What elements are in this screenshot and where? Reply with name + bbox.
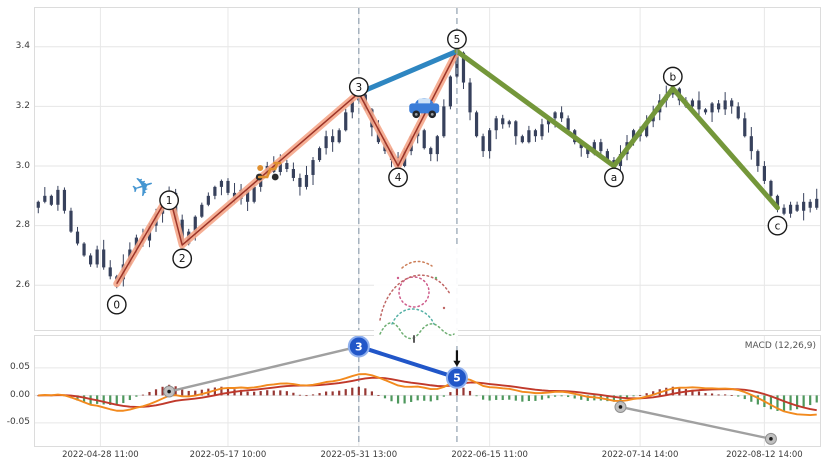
svg-text:1: 1 bbox=[166, 195, 173, 207]
wave-marker-a: a bbox=[604, 167, 624, 188]
gray-dot-marker bbox=[764, 432, 777, 445]
x-tick-label: 2022-07-14 14:00 bbox=[601, 450, 679, 460]
gray-trendline bbox=[167, 345, 361, 393]
wave-marker-c: c bbox=[767, 215, 788, 236]
svg-text:5: 5 bbox=[454, 34, 461, 46]
x-tick-label: 2022-05-17 10:00 bbox=[189, 450, 267, 460]
macd-blue-trendline bbox=[356, 344, 459, 380]
gray-dot-marker bbox=[614, 400, 627, 413]
x-tick-label: 2022-06-15 11:00 bbox=[451, 450, 528, 460]
price-y-tick-label: 2.8 bbox=[15, 220, 30, 231]
macd-y-tick-label: -0.05 bbox=[6, 417, 30, 428]
airplane-icon: ✈ bbox=[128, 169, 159, 205]
macd-wave-marker-5: 5 bbox=[445, 366, 468, 389]
svg-text:3: 3 bbox=[355, 82, 362, 94]
svg-text:5: 5 bbox=[453, 372, 461, 385]
wave-marker-4: 4 bbox=[388, 167, 408, 188]
wave-marker-1: 1 bbox=[159, 190, 180, 211]
svg-text:2: 2 bbox=[179, 253, 186, 265]
rollercoaster-inset-art bbox=[379, 260, 455, 343]
x-tick-label: 2022-05-31 13:00 bbox=[320, 450, 398, 460]
down-arrow-icon bbox=[453, 350, 461, 367]
svg-text:b: b bbox=[669, 71, 676, 83]
car-icon bbox=[409, 98, 440, 119]
svg-text:c: c bbox=[775, 220, 781, 232]
wave-marker-0: 0 bbox=[106, 294, 127, 315]
wave-marker-3: 3 bbox=[348, 77, 369, 97]
svg-text:✈: ✈ bbox=[128, 169, 159, 205]
rollercoaster-inset bbox=[374, 248, 458, 345]
corrective-wave-line bbox=[454, 48, 780, 211]
gray-trendline bbox=[619, 405, 773, 441]
svg-text:3: 3 bbox=[355, 340, 363, 353]
dea-line bbox=[38, 376, 817, 412]
wave3-5-blue-line bbox=[356, 48, 460, 96]
price-y-tick-label: 2.6 bbox=[15, 279, 30, 290]
price-y-tick-label: 3.0 bbox=[15, 160, 30, 171]
scooter-icon bbox=[255, 161, 282, 181]
wave-marker-b: b bbox=[662, 66, 683, 87]
x-tick-label: 2022-08-12 14:00 bbox=[726, 450, 803, 460]
gray-dot-marker bbox=[163, 385, 176, 398]
wave-marker-2: 2 bbox=[172, 248, 193, 269]
price-y-tick-label: 3.2 bbox=[15, 100, 30, 111]
x-tick-label: 2022-04-28 11:00 bbox=[62, 450, 139, 460]
macd-wave-marker-3: 3 bbox=[347, 336, 370, 358]
svg-text:a: a bbox=[611, 172, 617, 184]
macd-chart-svg: 35 bbox=[34, 335, 821, 447]
macd-y-tick-label: 0.05 bbox=[9, 362, 30, 373]
macd-y-tick-label: 0.00 bbox=[9, 389, 30, 400]
wave-marker-5: 5 bbox=[447, 29, 467, 50]
macd-label: MACD (12,26,9) bbox=[744, 341, 816, 351]
svg-text:0: 0 bbox=[113, 299, 120, 311]
svg-text:4: 4 bbox=[395, 172, 402, 184]
price-y-tick-label: 3.4 bbox=[15, 41, 30, 52]
